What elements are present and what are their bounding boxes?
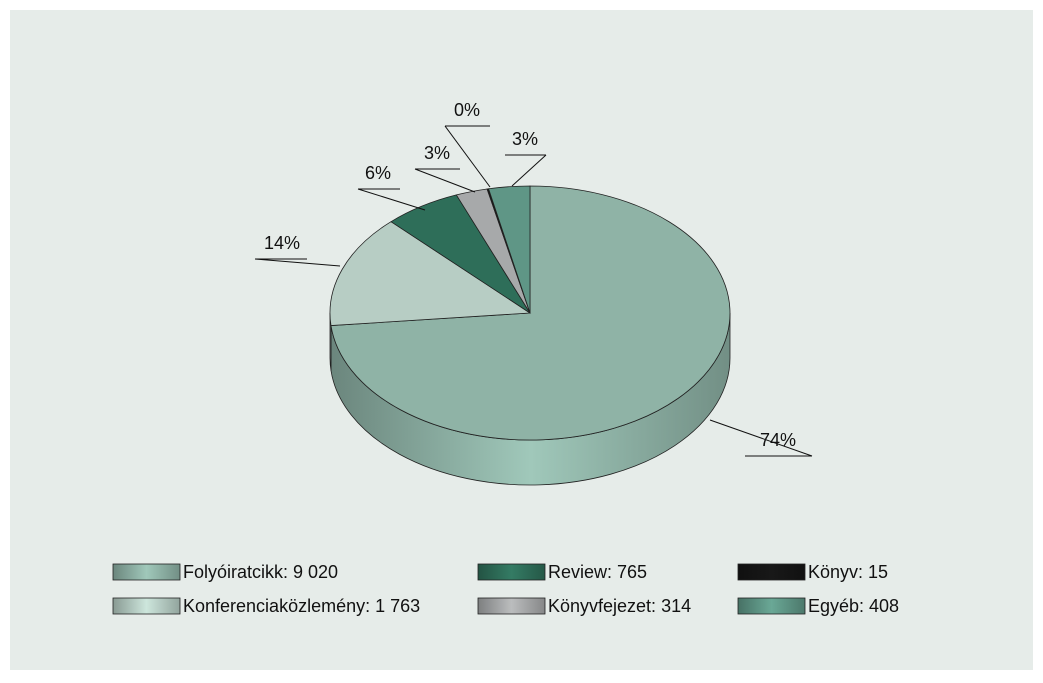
percentage-label: 0%	[454, 100, 480, 120]
legend-label: Könyv: 15	[808, 562, 888, 582]
percentage-label: 74%	[760, 430, 796, 450]
percentage-label: 3%	[424, 143, 450, 163]
slice	[488, 185, 531, 314]
legend-swatch	[737, 597, 806, 615]
leader-line	[709, 419, 813, 457]
legend-label: Review: 765	[548, 562, 647, 582]
legend-label: Konferenciaközlemény: 1 763	[183, 596, 420, 616]
percentage-label: 6%	[365, 163, 391, 183]
legend-label: Egyéb: 408	[808, 596, 899, 616]
percentage-label: 14%	[264, 233, 300, 253]
legend-swatch	[477, 563, 546, 581]
percentage-label: 3%	[512, 129, 538, 149]
legend-swatch	[737, 563, 806, 581]
legend-label: Folyóiratcikk: 9 020	[183, 562, 338, 582]
leader-line	[254, 258, 341, 267]
leader-line	[414, 168, 476, 193]
legend-swatch	[112, 563, 181, 581]
legend-swatch	[112, 597, 181, 615]
legend-swatch	[477, 597, 546, 615]
slice	[329, 221, 532, 326]
leader-line	[444, 125, 491, 188]
leader-line	[357, 188, 426, 211]
leader-line	[511, 154, 547, 187]
legend-label: Könyvfejezet: 314	[548, 596, 691, 616]
